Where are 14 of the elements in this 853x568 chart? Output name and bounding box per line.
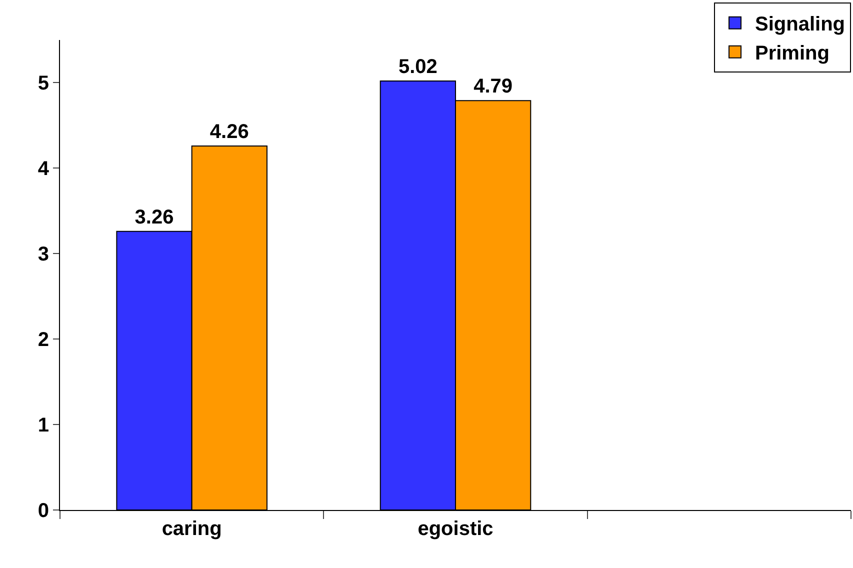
data-label: 3.26 bbox=[134, 206, 174, 228]
data-label: 4.79 bbox=[474, 76, 513, 98]
x-tick-label: egoistic bbox=[418, 518, 494, 540]
y-tick-label: 4 bbox=[38, 158, 50, 180]
y-tick-label: 3 bbox=[38, 244, 49, 266]
y-tick-label: 1 bbox=[38, 414, 49, 437]
data-label: 4.26 bbox=[210, 120, 249, 143]
legend-label: Signaling bbox=[755, 14, 845, 36]
data-label: 5.02 bbox=[398, 56, 438, 78]
x-tick-label: caring bbox=[162, 518, 222, 540]
y-tick-label: 5 bbox=[38, 72, 49, 95]
legend-label: Priming bbox=[755, 42, 830, 65]
y-tick-label: 0 bbox=[38, 500, 49, 522]
y-tick-label: 2 bbox=[38, 329, 49, 352]
